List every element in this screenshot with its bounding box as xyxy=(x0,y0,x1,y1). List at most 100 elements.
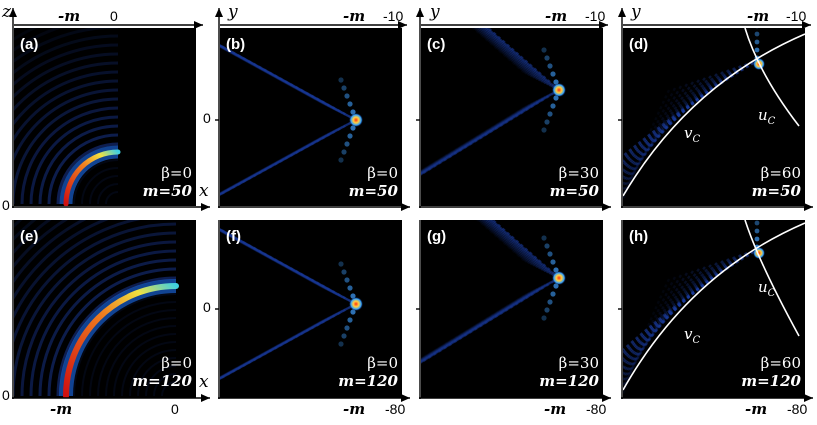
upper-lobe xyxy=(488,220,555,277)
upper-lobe xyxy=(477,220,528,263)
panel-label-f: (f) xyxy=(226,228,241,245)
m-value: m=50 xyxy=(549,182,599,200)
fringe xyxy=(341,333,347,339)
fringe xyxy=(338,341,344,347)
lower-lobe xyxy=(220,313,335,379)
fringe xyxy=(544,243,550,249)
upper-lobe xyxy=(220,229,330,292)
upper-lobe xyxy=(486,28,560,91)
axis-bottom-f-head xyxy=(401,394,410,402)
caustic-fringe xyxy=(623,260,724,369)
m-value: m=120 xyxy=(539,372,599,390)
interference-ring xyxy=(47,133,119,205)
x-axis-label-bottom: x xyxy=(199,372,209,392)
lower-lobe xyxy=(220,308,346,380)
axis-bottom-c-head xyxy=(602,203,611,211)
focal-spot xyxy=(552,271,566,285)
tick-bottom-g-m: -m xyxy=(544,400,567,418)
fringe xyxy=(541,235,547,241)
panel-g-background xyxy=(421,220,603,398)
axis-left-a-head xyxy=(9,8,17,17)
upper-lobe xyxy=(480,220,536,267)
interference-ring xyxy=(38,124,119,205)
y-axis-label-b: y xyxy=(228,2,238,22)
tick-bottom-h-80: -80 xyxy=(787,401,808,417)
panel-label-c: (c) xyxy=(427,36,446,53)
upper-lobe xyxy=(491,220,560,279)
panel-label-e: (e) xyxy=(20,228,39,245)
panel-params-b: β=0 m=50 xyxy=(324,164,398,200)
interference-ring xyxy=(14,231,177,397)
vc-label-d: vC xyxy=(684,124,701,145)
lower-lobe xyxy=(220,317,327,379)
uc-label-h: uC xyxy=(758,278,776,299)
upper-lobe xyxy=(220,45,335,111)
fringe xyxy=(547,251,553,257)
fringe xyxy=(544,307,550,313)
vc-curve xyxy=(623,33,805,197)
inner-ring xyxy=(97,183,119,205)
upper-lobe xyxy=(220,228,346,300)
panel-a-background xyxy=(14,28,196,206)
upper-lobe xyxy=(478,220,531,264)
panel-d-background xyxy=(623,28,805,206)
caustic-fringe xyxy=(623,254,742,360)
fringe xyxy=(344,277,350,283)
upper-lobe xyxy=(220,229,327,291)
fringe xyxy=(344,325,350,331)
panel-params-h: β=60 m=120 xyxy=(719,354,801,390)
main-beam xyxy=(63,149,121,206)
upper-lobe xyxy=(479,220,533,266)
uc-label-d: uC xyxy=(758,106,776,127)
upper-lobe xyxy=(220,228,341,297)
caustic-fringe xyxy=(623,73,718,178)
fringe xyxy=(754,31,760,37)
upper-lobe xyxy=(220,45,327,107)
fringe xyxy=(347,285,353,291)
panel-label-a: (a) xyxy=(20,36,39,53)
panel-c-pattern xyxy=(421,28,566,176)
interference-ring xyxy=(14,220,37,241)
fringe xyxy=(754,47,760,53)
fringe xyxy=(754,236,760,242)
upper-lobe xyxy=(480,28,547,85)
lower-lobe xyxy=(220,304,354,380)
upper-lobe xyxy=(220,228,352,303)
caustic-fringe xyxy=(623,69,730,172)
fringe xyxy=(754,220,760,226)
caustic-fringe xyxy=(623,252,748,357)
tick-left-f-0: 0 xyxy=(203,299,211,315)
interference-ring xyxy=(14,79,119,142)
vc-curve xyxy=(623,222,805,391)
caustic-fringe xyxy=(623,85,683,196)
fringe xyxy=(344,93,350,99)
upper-lobe xyxy=(220,45,333,109)
upper-lobe xyxy=(474,28,533,78)
axis-left-b-head xyxy=(215,8,223,17)
lower-lobe xyxy=(220,127,341,196)
panel-label-d: (d) xyxy=(629,36,649,53)
upper-lobe xyxy=(220,228,354,304)
upper-lobe xyxy=(220,44,338,112)
interference-ring xyxy=(20,240,177,397)
panel-label-h: (h) xyxy=(629,228,649,245)
interference-ring xyxy=(14,220,87,284)
lower-lobe xyxy=(220,136,322,195)
lower-lobe xyxy=(220,305,352,380)
caustic-fringe xyxy=(623,83,689,193)
interference-ring xyxy=(47,267,177,397)
panel-d-pattern xyxy=(623,28,805,202)
upper-lobe xyxy=(479,28,544,83)
tick-top-a-0: 0 xyxy=(110,8,118,24)
tick-bottom-g-80: -80 xyxy=(586,401,607,417)
panel-e-pattern xyxy=(14,220,179,398)
tick-bottom-e-0: 0 xyxy=(171,401,179,417)
panel-f-pattern xyxy=(220,227,363,381)
upper-lobe xyxy=(482,220,541,270)
panel-params-e: β=0 m=120 xyxy=(110,354,192,390)
caustic-fringe xyxy=(623,77,706,184)
tick-bottom-e-m: -m xyxy=(50,400,73,418)
fringe xyxy=(347,101,353,107)
lower-lobe xyxy=(220,309,344,380)
